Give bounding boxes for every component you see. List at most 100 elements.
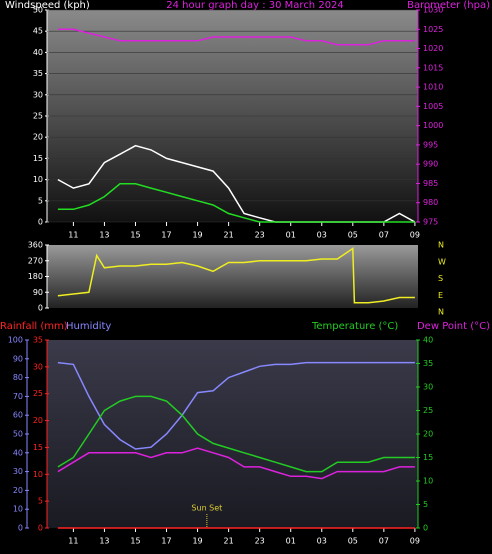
y2-tick-label: 980 — [423, 198, 438, 207]
x-tick-label: 23 — [255, 231, 265, 240]
x-tick-label: 13 — [99, 231, 109, 240]
x-tick-label: 17 — [161, 537, 171, 546]
y-tick-label: 0 — [38, 304, 43, 313]
y-tick-label: 25 — [33, 389, 43, 398]
series-line — [57, 183, 415, 223]
series-line — [57, 395, 415, 473]
annotation-text: Sun Set — [191, 504, 222, 513]
x-tick-label: 17 — [161, 231, 171, 240]
y2-tick-label: 30 — [423, 383, 433, 392]
x-tick-label: 05 — [348, 231, 358, 240]
legend-rainfall: Rainfall (mm) — [0, 321, 68, 332]
x-tick-label: 23 — [255, 537, 265, 546]
x-tick-label: 15 — [130, 231, 140, 240]
y2-tick-label: 0 — [423, 524, 428, 533]
y-tick-label: 10 — [33, 470, 43, 479]
panel-direction — [47, 245, 418, 308]
y3-tick-label: 20 — [13, 486, 23, 495]
y-tick-label: 35 — [33, 69, 43, 78]
y2-tick-label: 990 — [423, 160, 438, 169]
y-tick-label: 20 — [33, 133, 43, 142]
y-tick-label: 10 — [33, 175, 43, 184]
y-tick-label: 0 — [38, 218, 43, 227]
y2-tick-label: 975 — [423, 218, 438, 227]
y3-tick-label: 80 — [13, 373, 23, 382]
y3-tick-label: 60 — [13, 411, 23, 420]
y-tick-label: 180 — [28, 272, 43, 281]
y2-tick-label: 20 — [423, 430, 433, 439]
y3-tick-label: 0 — [18, 524, 23, 533]
x-tick-label: 15 — [130, 537, 140, 546]
y3-tick-label: 90 — [13, 354, 23, 363]
y-tick-label: 270 — [28, 256, 43, 265]
legend-dewpoint: Dew Point (°C) — [417, 321, 490, 332]
y2-tick-label: 995 — [423, 140, 438, 149]
y2-tick-label: 35 — [423, 359, 433, 368]
y3-tick-label: 40 — [13, 448, 23, 457]
x-tick-label: 11 — [68, 537, 78, 546]
y2-tick-label: 1015 — [423, 63, 443, 72]
x-tick-label: 13 — [99, 537, 109, 546]
series-line — [57, 247, 415, 304]
legend-humidity: Humidity — [66, 321, 111, 332]
legend-windspeed: Windspeed (kph) — [5, 0, 90, 11]
compass-label: S — [438, 274, 443, 283]
y3-tick-label: 50 — [13, 430, 23, 439]
y2-tick-label: 10 — [423, 477, 433, 486]
y-tick-label: 40 — [33, 48, 43, 57]
panel-temp — [47, 340, 418, 528]
y2-tick-label: 1025 — [423, 25, 443, 34]
series-line — [57, 447, 415, 480]
y2-tick-label: 1030 — [423, 6, 443, 15]
x-tick-label: 09 — [410, 537, 420, 546]
x-tick-label: 01 — [286, 537, 296, 546]
y-tick-label: 15 — [33, 154, 43, 163]
chart-title: 24 hour graph day : 30 March 2024 — [166, 0, 344, 11]
compass-label: E — [438, 291, 443, 300]
y-tick-label: 50 — [33, 6, 43, 15]
compass-label: W — [438, 257, 446, 266]
y-tick-label: 5 — [38, 196, 43, 205]
y-tick-label: 90 — [33, 288, 43, 297]
x-tick-label: 09 — [410, 231, 420, 240]
y3-tick-label: 10 — [13, 505, 23, 514]
y2-tick-label: 1000 — [423, 121, 443, 130]
y2-tick-label: 1020 — [423, 44, 443, 53]
y-tick-label: 30 — [33, 362, 43, 371]
y2-tick-label: 1010 — [423, 83, 443, 92]
x-tick-label: 21 — [224, 231, 234, 240]
y2-tick-label: 5 — [423, 500, 428, 509]
y-tick-label: 20 — [33, 416, 43, 425]
y-tick-label: 30 — [33, 90, 43, 99]
x-tick-label: 07 — [379, 537, 389, 546]
y-tick-label: 25 — [33, 112, 43, 121]
x-tick-label: 19 — [192, 231, 202, 240]
y-tick-label: 35 — [33, 336, 43, 345]
x-tick-label: 21 — [224, 537, 234, 546]
y2-tick-label: 985 — [423, 179, 438, 188]
y-tick-label: 5 — [38, 497, 43, 506]
y3-tick-label: 30 — [13, 467, 23, 476]
y3-tick-label: 100 — [8, 336, 23, 345]
series-line — [57, 28, 415, 46]
y2-tick-label: 15 — [423, 453, 433, 462]
x-tick-label: 03 — [317, 537, 327, 546]
y-tick-label: 15 — [33, 443, 43, 452]
y-tick-label: 360 — [28, 241, 43, 250]
x-tick-label: 03 — [317, 231, 327, 240]
x-tick-label: 01 — [286, 231, 296, 240]
legend-barometer: Barometer (hpa) — [407, 0, 490, 11]
compass-label: N — [438, 308, 444, 317]
y2-tick-label: 40 — [423, 336, 433, 345]
y3-tick-label: 70 — [13, 392, 23, 401]
x-tick-label: 07 — [379, 231, 389, 240]
y-tick-label: 0 — [38, 524, 43, 533]
y2-tick-label: 1005 — [423, 102, 443, 111]
legend-temperature: Temperature (°C) — [311, 321, 398, 332]
y-tick-label: 45 — [33, 27, 43, 36]
compass-label: N — [438, 241, 444, 250]
y2-tick-label: 25 — [423, 406, 433, 415]
x-tick-label: 05 — [348, 537, 358, 546]
x-tick-label: 19 — [192, 537, 202, 546]
